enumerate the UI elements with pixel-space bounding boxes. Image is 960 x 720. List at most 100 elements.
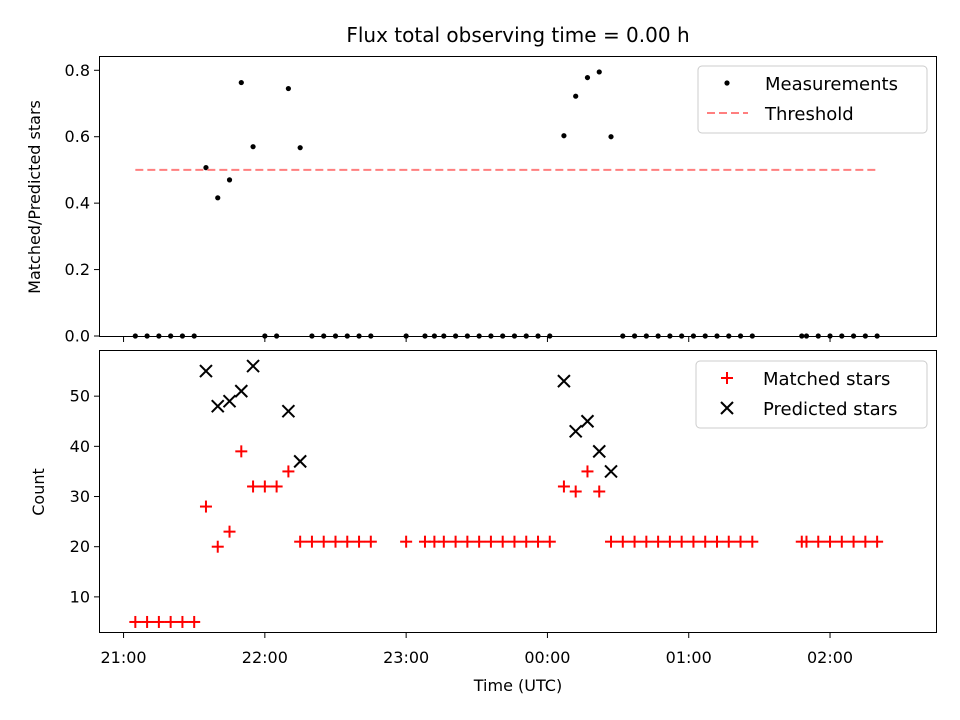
predicted-stars-point bbox=[580, 414, 595, 428]
matched-stars-point bbox=[699, 535, 712, 548]
measurement-point bbox=[238, 79, 244, 86]
matched-stars-point bbox=[235, 445, 248, 458]
measurement-point bbox=[226, 177, 233, 183]
matched-stars-point bbox=[258, 480, 271, 493]
matched-stars-point bbox=[687, 535, 700, 548]
bottom-series-0 bbox=[129, 445, 884, 628]
matched-stars-point bbox=[141, 615, 154, 628]
matched-stars-point bbox=[812, 535, 825, 548]
predicted-stars-point bbox=[246, 359, 260, 373]
legend-predicted-marker bbox=[720, 401, 734, 415]
matched-stars-point bbox=[317, 535, 330, 548]
bottom-legend: Matched stars Predicted stars bbox=[695, 360, 928, 429]
matched-stars-point bbox=[282, 465, 295, 478]
predicted-stars-point bbox=[557, 374, 571, 388]
predicted-stars-point bbox=[199, 364, 213, 378]
matched-stars-point bbox=[543, 535, 556, 548]
top-y-ticks: 0.0 0.2 0.4 0.6 0.8 bbox=[65, 61, 100, 346]
top-ytick-label: 0.4 bbox=[65, 194, 90, 213]
bottom-x-axis-label: Time (UTC) bbox=[473, 676, 562, 695]
matched-stars-point bbox=[449, 535, 462, 548]
legend-matched-label: Matched stars bbox=[763, 369, 890, 390]
matched-stars-point bbox=[722, 535, 735, 548]
matched-stars-point bbox=[605, 535, 618, 548]
matched-stars-point bbox=[461, 535, 474, 548]
matched-stars-point bbox=[400, 535, 413, 548]
matched-stars-point bbox=[640, 535, 653, 548]
bottom-axes-frame bbox=[99, 350, 937, 633]
top-legend-box bbox=[697, 65, 928, 134]
matched-stars-point bbox=[593, 485, 606, 498]
matched-stars-point bbox=[663, 535, 676, 548]
bottom-xtick-label: 23:00 bbox=[383, 648, 429, 667]
predicted-stars-point bbox=[568, 424, 583, 438]
legend-measurements-marker bbox=[724, 80, 730, 86]
bottom-xtick-label: 01:00 bbox=[666, 648, 712, 667]
matched-stars-point bbox=[305, 535, 318, 548]
top-y-axis-label: Matched/Predicted stars bbox=[25, 100, 44, 294]
predicted-stars-point bbox=[222, 394, 237, 408]
bottom-plot-area bbox=[129, 359, 884, 628]
measurement-point bbox=[285, 85, 291, 92]
matched-stars-point bbox=[247, 480, 260, 493]
bottom-legend-box bbox=[695, 360, 928, 429]
matched-stars-point bbox=[508, 535, 521, 548]
matched-stars-point bbox=[164, 615, 177, 628]
bottom-panel: Count Time (UTC) 10 20 30 40 50 21:00 22:00 23… bbox=[29, 350, 937, 695]
bottom-xtick-label: 22:00 bbox=[242, 648, 288, 667]
top-chart-title: Flux total observing time = 0.00 h bbox=[346, 23, 689, 47]
bottom-ytick-label: 10 bbox=[70, 587, 90, 606]
matched-stars-point bbox=[569, 485, 582, 498]
bottom-xtick-label: 21:00 bbox=[100, 648, 146, 667]
matched-stars-point bbox=[746, 535, 759, 548]
bottom-ytick-label: 30 bbox=[70, 487, 90, 506]
matched-stars-point bbox=[847, 535, 860, 548]
legend-predicted-label: Predicted stars bbox=[763, 399, 897, 420]
matched-stars-point bbox=[520, 535, 533, 548]
matched-stars-point bbox=[223, 525, 236, 538]
bottom-xtick-label: 02:00 bbox=[807, 648, 853, 667]
predicted-stars-point bbox=[281, 404, 296, 418]
matched-stars-point bbox=[473, 535, 486, 548]
matched-stars-point bbox=[652, 535, 665, 548]
matched-stars-point bbox=[871, 535, 884, 548]
matched-stars-point bbox=[710, 535, 723, 548]
measurement-point bbox=[608, 134, 614, 140]
predicted-stars-point bbox=[293, 454, 307, 469]
measurement-point bbox=[203, 165, 209, 171]
matched-stars-point bbox=[835, 535, 848, 548]
matched-stars-point bbox=[484, 535, 497, 548]
bottom-y-ticks: 10 20 30 40 50 bbox=[70, 387, 100, 606]
measurement-point bbox=[250, 144, 256, 150]
bottom-x-ticks: 21:00 22:00 23:00 00:00 01:00 02:00 bbox=[100, 632, 853, 667]
top-ytick-label: 0.6 bbox=[65, 127, 90, 146]
matched-stars-point bbox=[616, 535, 629, 548]
matched-stars-point bbox=[628, 535, 641, 548]
measurement-point bbox=[584, 74, 591, 81]
bottom-ytick-label: 50 bbox=[70, 387, 90, 406]
bottom-y-axis-label: Count bbox=[29, 468, 48, 516]
matched-stars-point bbox=[532, 535, 545, 548]
matched-stars-point bbox=[675, 535, 688, 548]
matched-stars-point bbox=[294, 535, 307, 548]
predicted-stars-point bbox=[592, 444, 606, 459]
matched-stars-point bbox=[437, 535, 450, 548]
bottom-ytick-label: 40 bbox=[70, 437, 90, 456]
matched-stars-point bbox=[364, 535, 377, 548]
matched-stars-point bbox=[734, 535, 747, 548]
matched-stars-point bbox=[557, 480, 570, 493]
matched-stars-point bbox=[188, 615, 201, 628]
top-ytick-label: 0.0 bbox=[65, 327, 90, 346]
measurement-point bbox=[215, 195, 221, 201]
predicted-stars-point bbox=[211, 399, 225, 413]
bottom-series-1 bbox=[199, 359, 618, 479]
bottom-xtick-label: 00:00 bbox=[524, 648, 570, 667]
top-ytick-label: 0.2 bbox=[65, 260, 90, 279]
matched-stars-point bbox=[859, 535, 872, 548]
matched-stars-point bbox=[176, 615, 189, 628]
measurement-point bbox=[573, 93, 579, 99]
predicted-stars-point bbox=[234, 384, 249, 398]
matched-stars-point bbox=[211, 540, 224, 553]
top-legend: Measurements Threshold bbox=[697, 65, 928, 134]
